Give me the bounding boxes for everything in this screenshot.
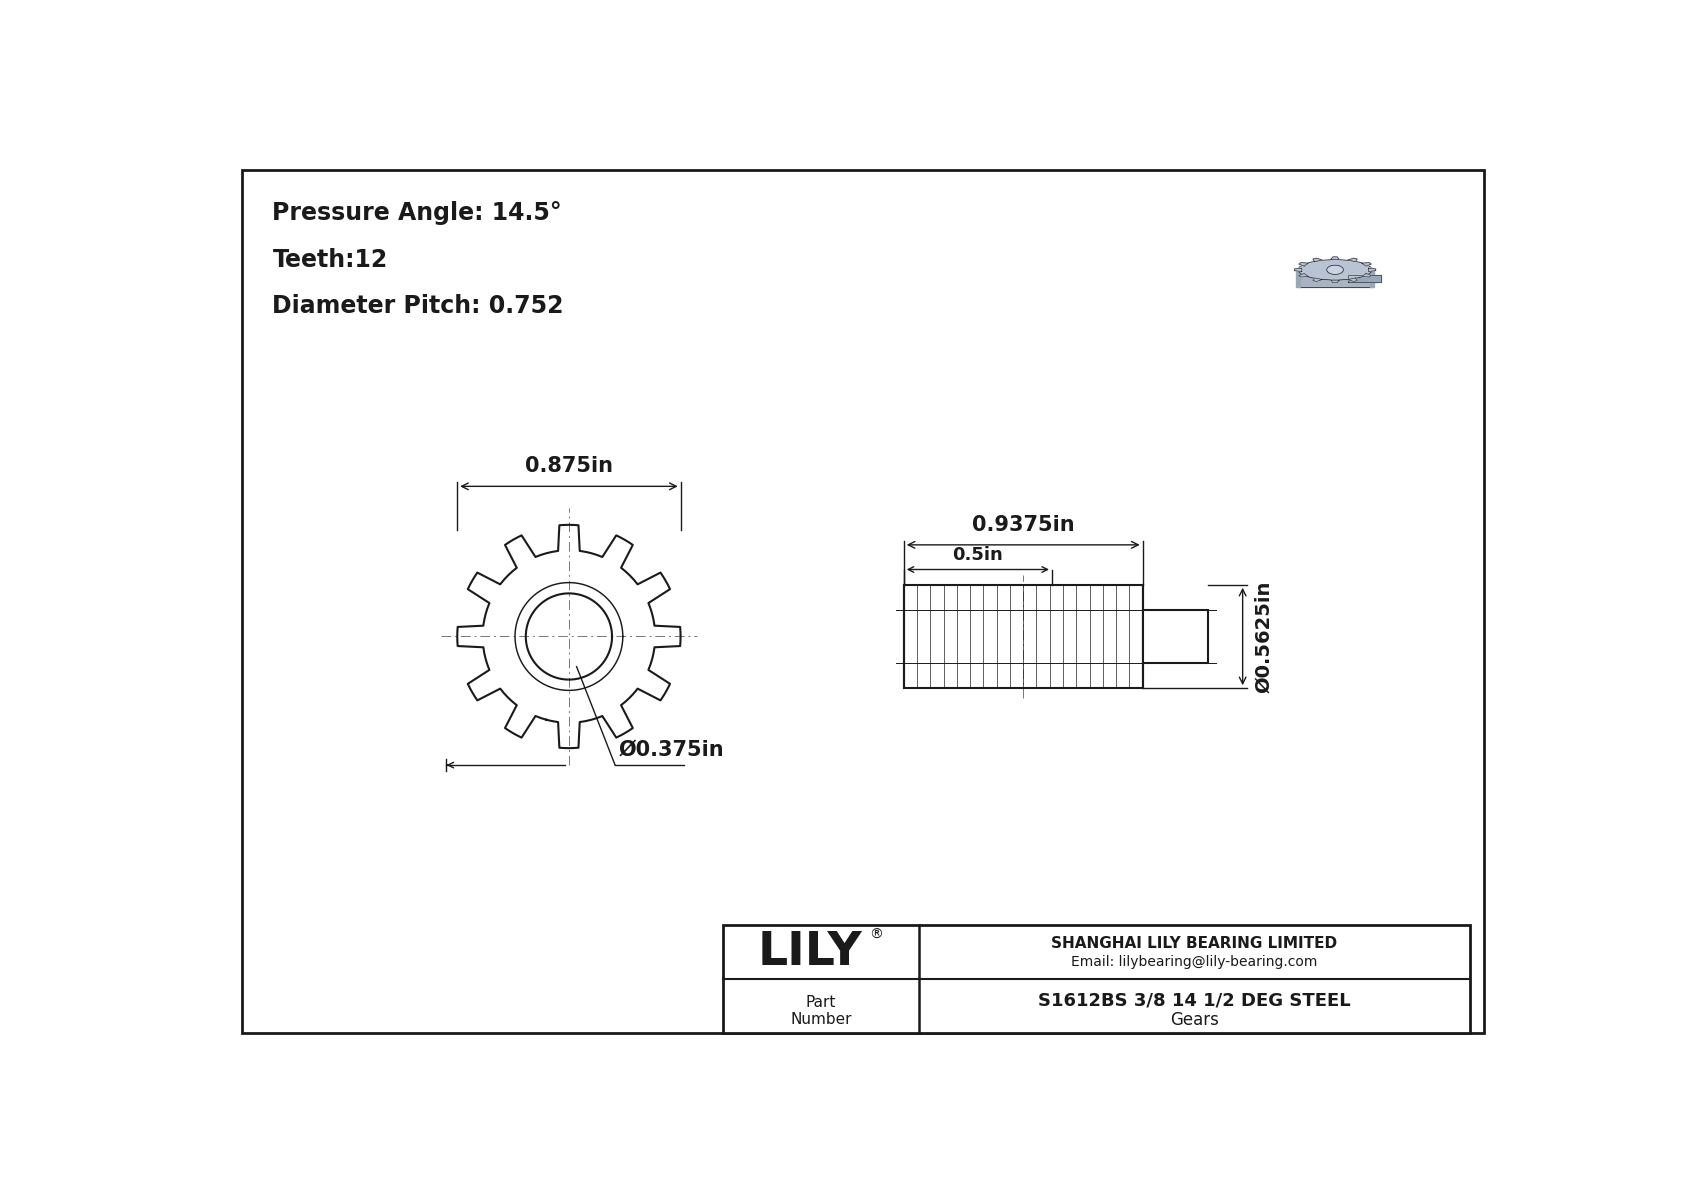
Polygon shape: [1298, 262, 1308, 266]
Text: Email: lilybearing@lily-bearing.com: Email: lilybearing@lily-bearing.com: [1071, 955, 1317, 969]
Polygon shape: [1330, 257, 1339, 260]
Bar: [1142, 610, 1207, 662]
Polygon shape: [1298, 270, 1372, 287]
Text: Ø0.5625in: Ø0.5625in: [1255, 580, 1273, 693]
Text: S1612BS 3/8 14 1/2 DEG STEEL: S1612BS 3/8 14 1/2 DEG STEEL: [1039, 992, 1351, 1010]
Polygon shape: [1347, 278, 1357, 281]
Polygon shape: [1314, 258, 1322, 262]
Polygon shape: [1298, 274, 1308, 278]
Polygon shape: [1295, 268, 1302, 272]
Text: Number: Number: [790, 1012, 852, 1028]
Ellipse shape: [1298, 260, 1372, 280]
Text: Gears: Gears: [1170, 1011, 1219, 1029]
Text: Part: Part: [807, 994, 837, 1010]
Polygon shape: [1347, 258, 1357, 262]
Polygon shape: [1295, 270, 1300, 287]
Ellipse shape: [1327, 266, 1344, 274]
Polygon shape: [1347, 275, 1381, 282]
Bar: [722, 925, 1470, 1033]
Polygon shape: [1314, 278, 1322, 281]
Text: Ø0.375in: Ø0.375in: [620, 740, 724, 760]
Polygon shape: [1362, 274, 1371, 278]
Text: Pressure Angle: 14.5°: Pressure Angle: 14.5°: [273, 201, 562, 225]
Text: 0.9375in: 0.9375in: [972, 515, 1074, 535]
Polygon shape: [1369, 268, 1376, 272]
Text: SHANGHAI LILY BEARING LIMITED: SHANGHAI LILY BEARING LIMITED: [1051, 936, 1337, 952]
Text: Teeth:12: Teeth:12: [273, 248, 387, 272]
Text: 0.875in: 0.875in: [525, 456, 613, 476]
Polygon shape: [1362, 262, 1371, 266]
Text: Diameter Pitch: 0.752: Diameter Pitch: 0.752: [273, 294, 564, 318]
Polygon shape: [1369, 270, 1374, 287]
Text: ®: ®: [869, 928, 884, 942]
Text: LILY: LILY: [758, 930, 862, 974]
Polygon shape: [1330, 280, 1339, 282]
Bar: [904, 585, 1142, 688]
Text: 0.5in: 0.5in: [953, 547, 1004, 565]
